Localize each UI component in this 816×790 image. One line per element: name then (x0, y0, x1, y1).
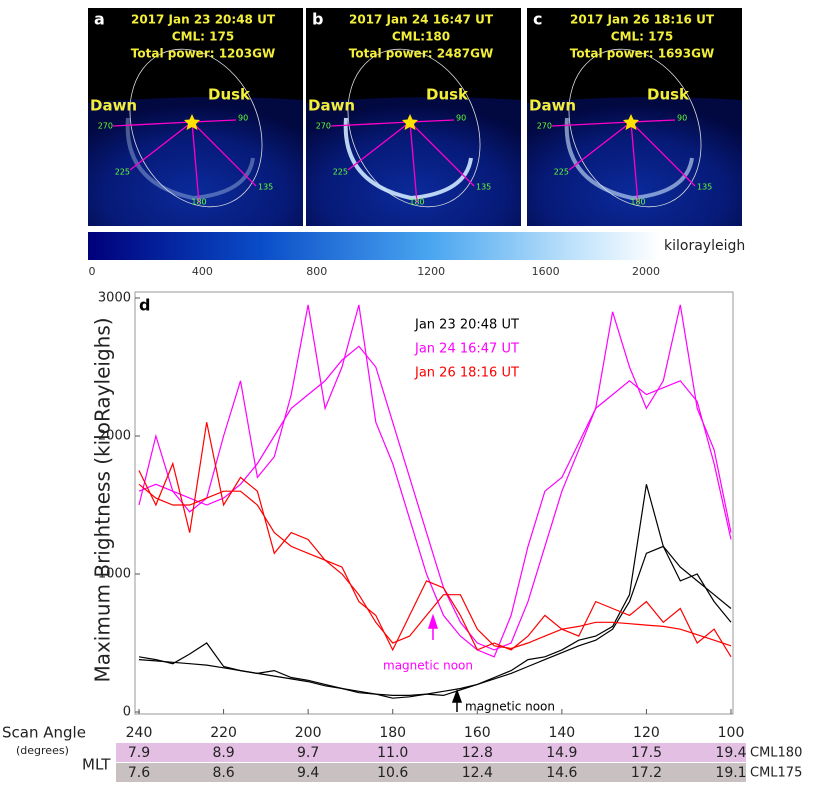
panel-info: CML: 175 (172, 30, 234, 44)
angle-label: 225 (115, 168, 130, 177)
angle-label: 180 (191, 198, 206, 207)
colorbar (88, 232, 660, 260)
colorbar-label: kilorayleigh (664, 238, 745, 254)
mlt-value: 9.4 (297, 765, 319, 781)
x-tick-label: 100 (718, 725, 745, 741)
annotation-arrow (453, 691, 461, 712)
dawn-label: Dawn (90, 97, 137, 115)
panel-info: 2017 Jan 23 20:48 UT (131, 13, 276, 27)
row-label: CML180 (750, 746, 802, 761)
colorbar-tick-label: 0 (89, 265, 96, 278)
y-tick-label: 0 (123, 705, 131, 720)
colorbar-tick-label: 2000 (632, 265, 660, 278)
panel-letter: c (533, 10, 542, 29)
angle-label: 90 (238, 114, 248, 123)
panel-info: 2017 Jan 24 16:47 UT (349, 13, 494, 27)
dusk-label: Dusk (208, 86, 251, 104)
row-label: CML175 (750, 766, 802, 781)
dusk-label: Dusk (647, 86, 690, 104)
annotation-arrow (429, 616, 437, 640)
panel-letter: b (312, 10, 323, 29)
angle-label: 225 (333, 168, 348, 177)
angle-label: 135 (476, 183, 491, 192)
y-tick-label: 3000 (98, 291, 131, 306)
degrees-label: (degrees) (16, 744, 69, 757)
x-tick-label: 120 (633, 725, 660, 741)
mlt-value: 8.9 (212, 745, 234, 761)
x-tick-label: 240 (126, 725, 153, 741)
angle-label: 180 (409, 198, 424, 207)
legend-entry: Jan 26 18:16 UT (414, 366, 519, 381)
mlt-value: 11.0 (377, 745, 408, 761)
mlt-value: 14.6 (546, 765, 577, 781)
aurora-panel: b 2017 Jan 24 16:47 UT CML:180 Total power:… (306, 8, 521, 229)
dusk-label: Dusk (426, 86, 469, 104)
angle-label: 90 (456, 114, 466, 123)
panel-info: Total power: 2487GW (349, 47, 493, 61)
mlt-value: 19.4 (715, 745, 746, 761)
colorbar-tick-label: 1200 (417, 265, 445, 278)
panel-info: Total power: 1203GW (131, 47, 275, 61)
x-tick-label: 220 (210, 725, 237, 741)
mlt-value: 17.5 (631, 745, 662, 761)
mlt-value: 19.1 (715, 765, 746, 781)
angle-label: 135 (258, 183, 273, 192)
annotation: magnetic noon (383, 659, 473, 673)
mlt-value: 7.6 (128, 765, 150, 781)
angle-label: 90 (677, 114, 687, 123)
mlt-value: 10.6 (377, 765, 408, 781)
x-tick-label: 180 (379, 725, 406, 741)
mlt-value: 9.7 (297, 745, 319, 761)
aurora-panel: a 2017 Jan 23 20:48 UT CML: 175 Total power… (88, 8, 303, 229)
panel-letter: a (94, 10, 105, 29)
aurora-panel: c 2017 Jan 26 18:16 UT CML: 175 Total power… (527, 8, 742, 229)
mlt-value: 7.9 (128, 745, 150, 761)
figure: a 2017 Jan 23 20:48 UT CML: 175 Total power… (0, 0, 816, 790)
angle-label: 180 (630, 198, 645, 207)
angle-label: 270 (537, 122, 552, 131)
panel-info: Total power: 1693GW (570, 47, 714, 61)
colorbar-tick-label: 1600 (532, 265, 560, 278)
mlt-value: 17.2 (631, 765, 662, 781)
x-tick-label: 140 (548, 725, 575, 741)
y-axis-label: Maximum Brightness (kiloRayleighs) (91, 317, 115, 682)
annotation: magnetic noon (465, 700, 555, 714)
lines (139, 305, 731, 698)
mlt-value: 8.6 (212, 765, 234, 781)
scan-angle-label: Scan Angle (2, 724, 86, 742)
angle-label: 225 (554, 168, 569, 177)
panel-info: CML: 175 (611, 30, 673, 44)
dawn-label: Dawn (308, 97, 355, 115)
colorbar-tick-label: 400 (192, 265, 213, 278)
legend-entry: Jan 24 16:47 UT (414, 342, 519, 357)
x-tick-label: 160 (464, 725, 491, 741)
mlt-value: 14.9 (546, 745, 577, 761)
angle-label: 270 (316, 122, 331, 131)
dawn-label: Dawn (529, 97, 576, 115)
mlt-value: 12.4 (462, 765, 493, 781)
legend-entry: Jan 23 20:48 UT (414, 318, 519, 333)
panel-info: CML:180 (392, 30, 450, 44)
panel-letter: d (139, 296, 150, 315)
series-line (139, 305, 731, 657)
angle-label: 270 (98, 122, 113, 131)
mlt-label: MLT (82, 756, 111, 774)
angle-label: 135 (697, 183, 712, 192)
x-tick-label: 200 (295, 725, 322, 741)
panel-info: 2017 Jan 26 18:16 UT (570, 13, 715, 27)
mlt-value: 12.8 (462, 745, 493, 761)
colorbar-tick-label: 800 (306, 265, 327, 278)
